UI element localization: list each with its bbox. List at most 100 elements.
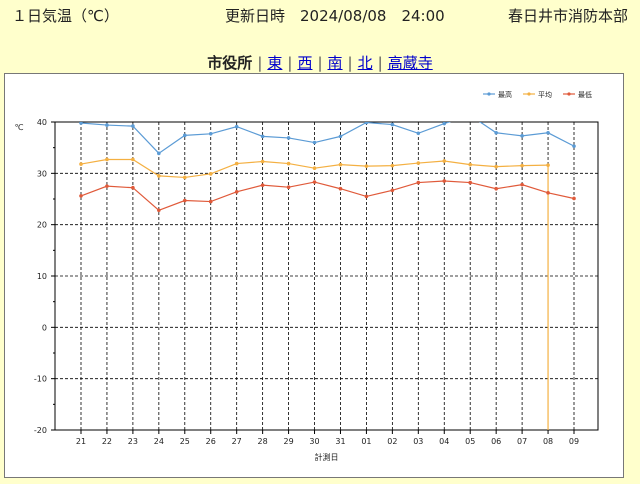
data-point — [390, 188, 395, 193]
page-header: １日気温（℃） 更新日時 2024/08/08 24:00 春日井市消防本部 — [0, 5, 640, 27]
data-point — [494, 164, 498, 169]
data-point — [390, 163, 395, 168]
x-tick-label: 25 — [180, 437, 190, 446]
nav-separator: | — [377, 54, 383, 72]
nav-separator: | — [287, 54, 293, 72]
legend-label: 平均 — [538, 90, 552, 99]
data-point — [572, 196, 576, 201]
data-point — [312, 180, 317, 184]
data-point — [442, 122, 447, 126]
data-point — [157, 174, 161, 178]
nav-separator: | — [347, 54, 353, 72]
y-axis-label: ℃ — [15, 123, 24, 132]
data-point — [105, 184, 109, 188]
data-point — [546, 191, 550, 195]
data-point — [468, 162, 473, 167]
data-point — [312, 140, 317, 145]
data-point — [157, 208, 161, 213]
x-tick-label: 07 — [517, 437, 527, 446]
data-point — [234, 124, 239, 129]
data-point — [79, 122, 83, 125]
x-tick-label: 31 — [335, 437, 345, 446]
data-point — [520, 134, 524, 138]
data-point — [234, 190, 239, 194]
nav-separator: | — [317, 54, 323, 72]
data-point — [131, 124, 135, 128]
y-tick-label: -10 — [34, 375, 47, 384]
x-tick-label: 21 — [76, 437, 86, 446]
data-point — [442, 159, 447, 163]
x-tick-label: 24 — [154, 437, 164, 446]
y-tick-label: -20 — [34, 426, 47, 435]
temperature-chart: 40 30 20 10 0 -10 -20 21 22 23 24 25 26 27 28 29 30 31 01 0… — [15, 90, 599, 462]
data-point — [79, 162, 83, 166]
data-point — [364, 194, 369, 199]
x-tick-label: 01 — [361, 437, 371, 446]
data-point — [338, 134, 343, 139]
data-point — [364, 122, 369, 125]
nav-link-east[interactable]: 東 — [267, 54, 283, 72]
legend-label: 最高 — [498, 90, 512, 99]
data-point — [520, 163, 524, 168]
x-tick-label: 26 — [206, 437, 216, 446]
data-point — [208, 172, 213, 176]
legend-marker — [487, 92, 491, 96]
data-point — [286, 136, 291, 140]
x-tick-label: 06 — [491, 437, 501, 446]
x-tick-label: 27 — [232, 437, 242, 446]
data-point — [105, 157, 109, 162]
updated-timestamp: 更新日時 2024/08/08 24:00 — [225, 7, 445, 25]
data-point — [416, 131, 421, 136]
y-tick-label: 10 — [37, 272, 47, 281]
nav-link-kozoji[interactable]: 高蔵寺 — [387, 54, 433, 72]
data-point — [260, 183, 265, 187]
legend-marker — [527, 92, 531, 96]
x-axis-label: 計測日 — [315, 452, 339, 462]
nav-link-west[interactable]: 西 — [297, 54, 313, 72]
data-point — [208, 132, 213, 136]
x-tick-label: 04 — [439, 437, 449, 446]
data-point — [416, 180, 421, 185]
series-line-最高 — [80, 122, 575, 155]
data-point — [131, 185, 135, 190]
x-tick-label: 03 — [413, 437, 423, 446]
legend-marker — [567, 92, 571, 96]
legend-label: 最低 — [578, 90, 592, 99]
series-line-最低 — [80, 180, 575, 211]
data-point — [494, 130, 498, 135]
data-point — [131, 157, 135, 162]
data-point — [182, 198, 187, 203]
x-tick-label: 28 — [258, 437, 268, 446]
x-tick-label: 05 — [465, 437, 475, 446]
data-point — [157, 151, 161, 156]
x-tick-label: 22 — [102, 437, 112, 446]
data-point — [494, 186, 498, 191]
page-title: １日気温（℃） — [12, 7, 119, 25]
data-point — [338, 162, 343, 167]
x-tick-label: 09 — [569, 437, 579, 446]
data-point — [208, 199, 213, 204]
y-tick-label: 30 — [37, 169, 47, 178]
data-point — [520, 182, 524, 187]
chart-frame: 40 30 20 10 0 -10 -20 21 22 23 24 25 26 27 28 29 30 31 01 0… — [4, 73, 624, 478]
x-tick-label: 29 — [283, 437, 293, 446]
data-point — [416, 161, 421, 165]
data-point — [390, 122, 395, 127]
data-point — [364, 164, 369, 168]
x-tick-label: 30 — [309, 437, 319, 446]
data-point — [182, 133, 187, 138]
nav-link-north[interactable]: 北 — [357, 54, 373, 72]
nav-link-south[interactable]: 南 — [327, 54, 343, 72]
y-tick-label: 0 — [42, 323, 47, 332]
data-point — [546, 130, 550, 135]
y-tick-label: 20 — [37, 221, 47, 230]
data-point — [286, 161, 291, 166]
data-point — [182, 175, 187, 180]
y-tick-label: 40 — [37, 118, 47, 127]
department-name: 春日井市消防本部 — [507, 7, 628, 25]
x-tick-label: 02 — [387, 437, 397, 446]
x-tick-label: 08 — [543, 437, 553, 446]
data-point — [338, 186, 343, 191]
station-nav: 市役所 | 東 | 西 | 南 | 北 | 高蔵寺 — [0, 52, 640, 73]
data-point — [572, 144, 576, 148]
